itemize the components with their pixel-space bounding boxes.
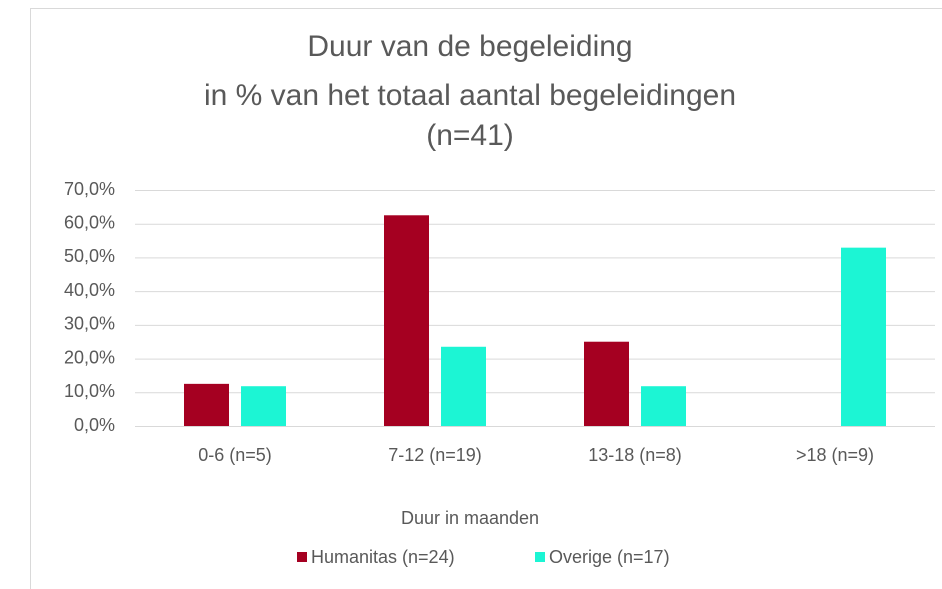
bar <box>241 386 286 426</box>
y-tick-label: 10,0% <box>64 381 115 401</box>
x-tick-label: 13-18 (n=8) <box>588 445 682 465</box>
legend-label: Humanitas (n=24) <box>311 547 455 567</box>
bar <box>441 346 486 426</box>
bar <box>841 247 886 426</box>
x-axis-label: Duur in maanden <box>401 508 539 528</box>
chart-title: in % van het totaal aantal begeleidingen <box>204 79 736 112</box>
y-tick-label: 20,0% <box>64 347 115 367</box>
y-tick-label: 50,0% <box>64 246 115 266</box>
x-tick-label: >18 (n=9) <box>796 445 874 465</box>
bar <box>641 386 686 426</box>
chart-title: Duur van de begeleiding <box>307 30 632 63</box>
bar <box>384 215 429 426</box>
legend-swatch <box>535 552 545 562</box>
bar <box>584 341 629 426</box>
x-tick-label: 0-6 (n=5) <box>198 445 272 465</box>
y-tick-label: 0,0% <box>74 415 115 435</box>
y-tick-label: 60,0% <box>64 212 115 232</box>
legend-label: Overige (n=17) <box>549 547 670 567</box>
y-tick-label: 30,0% <box>64 314 115 334</box>
x-tick-label: 7-12 (n=19) <box>388 445 482 465</box>
y-tick-label: 70,0% <box>64 179 115 199</box>
y-tick-label: 40,0% <box>64 280 115 300</box>
bar <box>184 383 229 426</box>
legend-swatch <box>297 552 307 562</box>
chart-title: (n=41) <box>426 119 514 152</box>
chart-frame <box>30 8 942 589</box>
